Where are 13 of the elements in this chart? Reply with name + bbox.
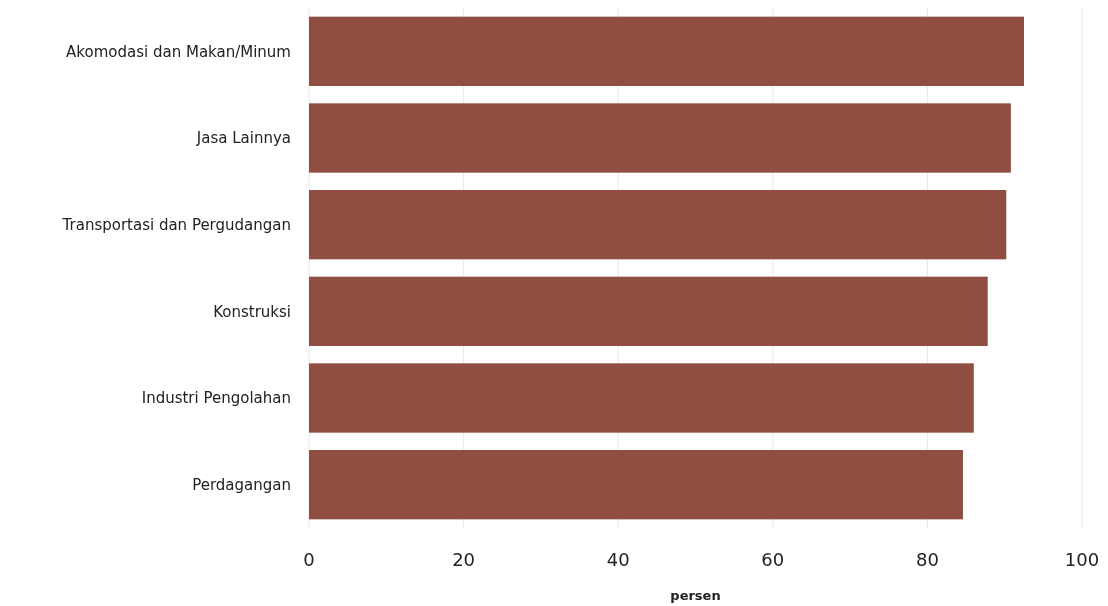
y-tick-label: Konstruksi (213, 302, 291, 321)
x-tick-label: 60 (761, 549, 785, 570)
x-tick-label: 40 (606, 549, 630, 570)
x-tick-label: 100 (1064, 549, 1100, 570)
x-tick-label: 0 (303, 549, 315, 570)
x-axis-title: persen (670, 588, 721, 603)
y-tick-label: Akomodasi dan Makan/Minum (66, 42, 291, 61)
x-tick-label: 80 (915, 549, 939, 570)
y-tick-label: Jasa Lainnya (195, 129, 291, 148)
x-tick-label: 20 (452, 549, 476, 570)
y-tick-label: Industri Pengolahan (141, 389, 291, 408)
y-tick-label: Transportasi dan Pergudangan (61, 215, 291, 234)
y-tick-label: Perdagangan (192, 475, 291, 494)
